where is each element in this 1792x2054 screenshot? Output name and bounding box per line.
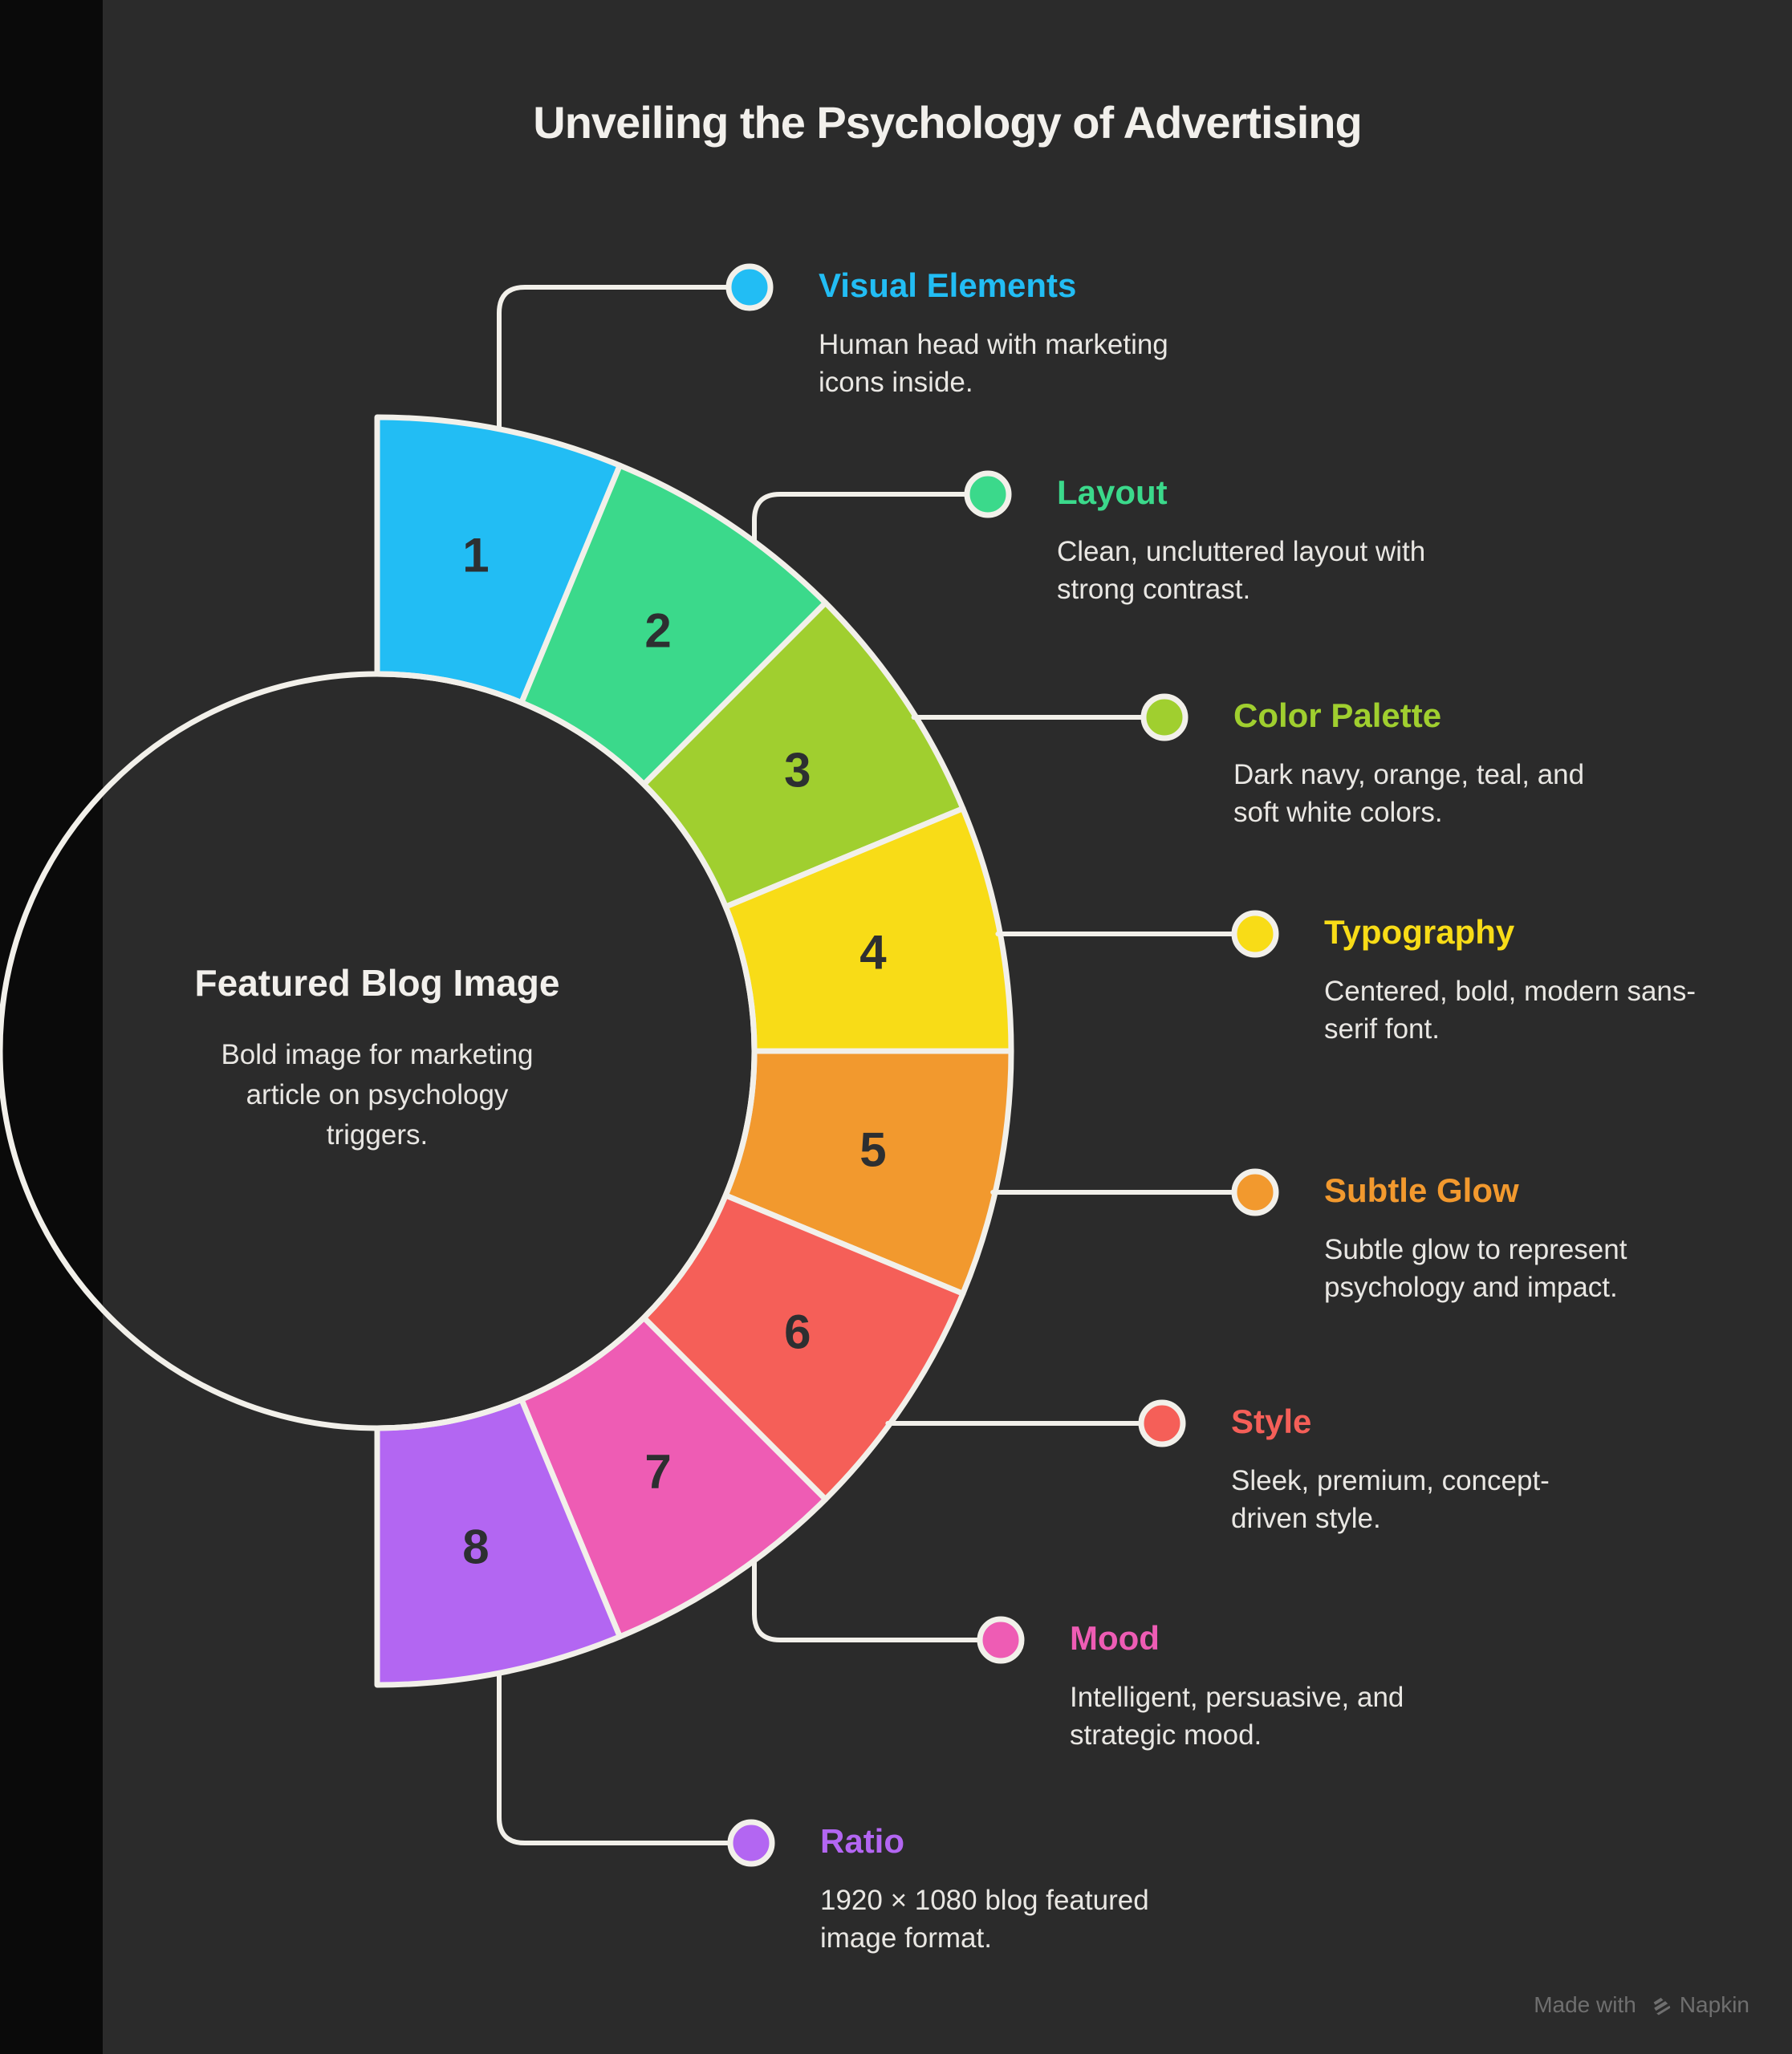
segment-number: 6: [784, 1305, 811, 1359]
callout-desc-line: Subtle glow to represent: [1324, 1234, 1627, 1265]
callout-ratio: Ratio 1920 × 1080 blog featured image fo…: [820, 1821, 1149, 1957]
marker-circle: [727, 1819, 775, 1867]
center-circle: [0, 671, 758, 1431]
segment-number: 8: [462, 1520, 489, 1573]
marker-circle: [1231, 1168, 1279, 1216]
callout-desc-line: image format.: [820, 1922, 992, 1954]
callout-desc-line: soft white colors.: [1233, 797, 1443, 828]
callout-desc-line: Dark navy, orange, teal, and: [1233, 759, 1585, 790]
marker-circle: [1138, 1399, 1186, 1447]
page-title: Unveiling the Psychology of Advertising: [533, 97, 1362, 148]
callout-title: Ratio: [820, 1822, 904, 1860]
marker-circle: [1140, 693, 1189, 741]
segment-number: 5: [859, 1122, 886, 1176]
segment-number: 7: [644, 1444, 671, 1498]
callout-desc-line: Intelligent, persuasive, and: [1070, 1682, 1404, 1713]
connector-line: [497, 1670, 730, 1845]
callout-title: Typography: [1324, 913, 1515, 951]
watermark: Made with Napkin: [1534, 1991, 1749, 2019]
center-desc-line: triggers.: [326, 1119, 429, 1151]
marker-circle: [1231, 910, 1279, 958]
callout-title: Layout: [1057, 473, 1168, 511]
segment-number: 1: [462, 529, 489, 583]
callout-desc-line: psychology and impact.: [1324, 1272, 1618, 1303]
connector-line: [752, 492, 967, 545]
watermark-brand: Napkin: [1679, 1992, 1749, 2017]
callout-color-palette: Color Palette Dark navy, orange, teal, a…: [1233, 695, 1584, 831]
napkin-logo-icon: [1653, 1997, 1671, 2015]
callout-desc-line: Sleek, premium, concept-: [1231, 1465, 1550, 1496]
segment-number: 4: [859, 926, 887, 980]
callout-title: Subtle Glow: [1324, 1171, 1519, 1209]
callout-desc-line: Human head with marketing: [819, 329, 1168, 360]
segment-number: 3: [784, 743, 811, 797]
center-desc-line: Bold image for marketing: [221, 1039, 534, 1070]
marker-circle: [964, 470, 1012, 518]
callout-desc-line: icons inside.: [819, 367, 973, 398]
watermark-text: Made with: [1534, 1992, 1636, 2017]
callout-typography: Typography Centered, bold, modern sans- …: [1324, 911, 1696, 1048]
callout-subtle-glow: Subtle Glow Subtle glow to represent psy…: [1324, 1170, 1627, 1306]
callout-desc-line: strong contrast.: [1057, 574, 1251, 605]
left-black-band: [0, 0, 103, 2054]
marker-circle: [977, 1616, 1025, 1664]
marker-circle: [725, 263, 774, 311]
callout-mood: Mood Intelligent, persuasive, and strate…: [1070, 1618, 1404, 1754]
center-title: Featured Blog Image: [194, 962, 560, 1004]
callout-desc-line: serif font.: [1324, 1013, 1440, 1045]
connector-line: [497, 285, 729, 432]
callout-desc-line: Centered, bold, modern sans-: [1324, 976, 1697, 1007]
callout-title: Mood: [1070, 1619, 1160, 1657]
center-desc-line: article on psychology: [246, 1079, 509, 1110]
callout-style: Style Sleek, premium, concept- driven st…: [1231, 1401, 1550, 1537]
callout-visual-elements: Visual Elements Human head with marketin…: [819, 265, 1168, 401]
callout-desc-line: strategic mood.: [1070, 1719, 1262, 1751]
callout-title: Style: [1231, 1402, 1312, 1440]
callout-desc-line: 1920 × 1080 blog featured: [820, 1885, 1149, 1916]
center-label: Featured Blog Image Bold image for marke…: [128, 961, 626, 1155]
callout-desc-line: driven style.: [1231, 1503, 1381, 1534]
connector-line: [752, 1557, 980, 1642]
callout-title: Color Palette: [1233, 696, 1442, 734]
segment-number: 2: [644, 604, 671, 658]
callout-desc-line: Clean, uncluttered layout with: [1057, 536, 1426, 567]
callout-layout: Layout Clean, uncluttered layout with st…: [1057, 472, 1425, 608]
callout-title: Visual Elements: [819, 266, 1077, 304]
